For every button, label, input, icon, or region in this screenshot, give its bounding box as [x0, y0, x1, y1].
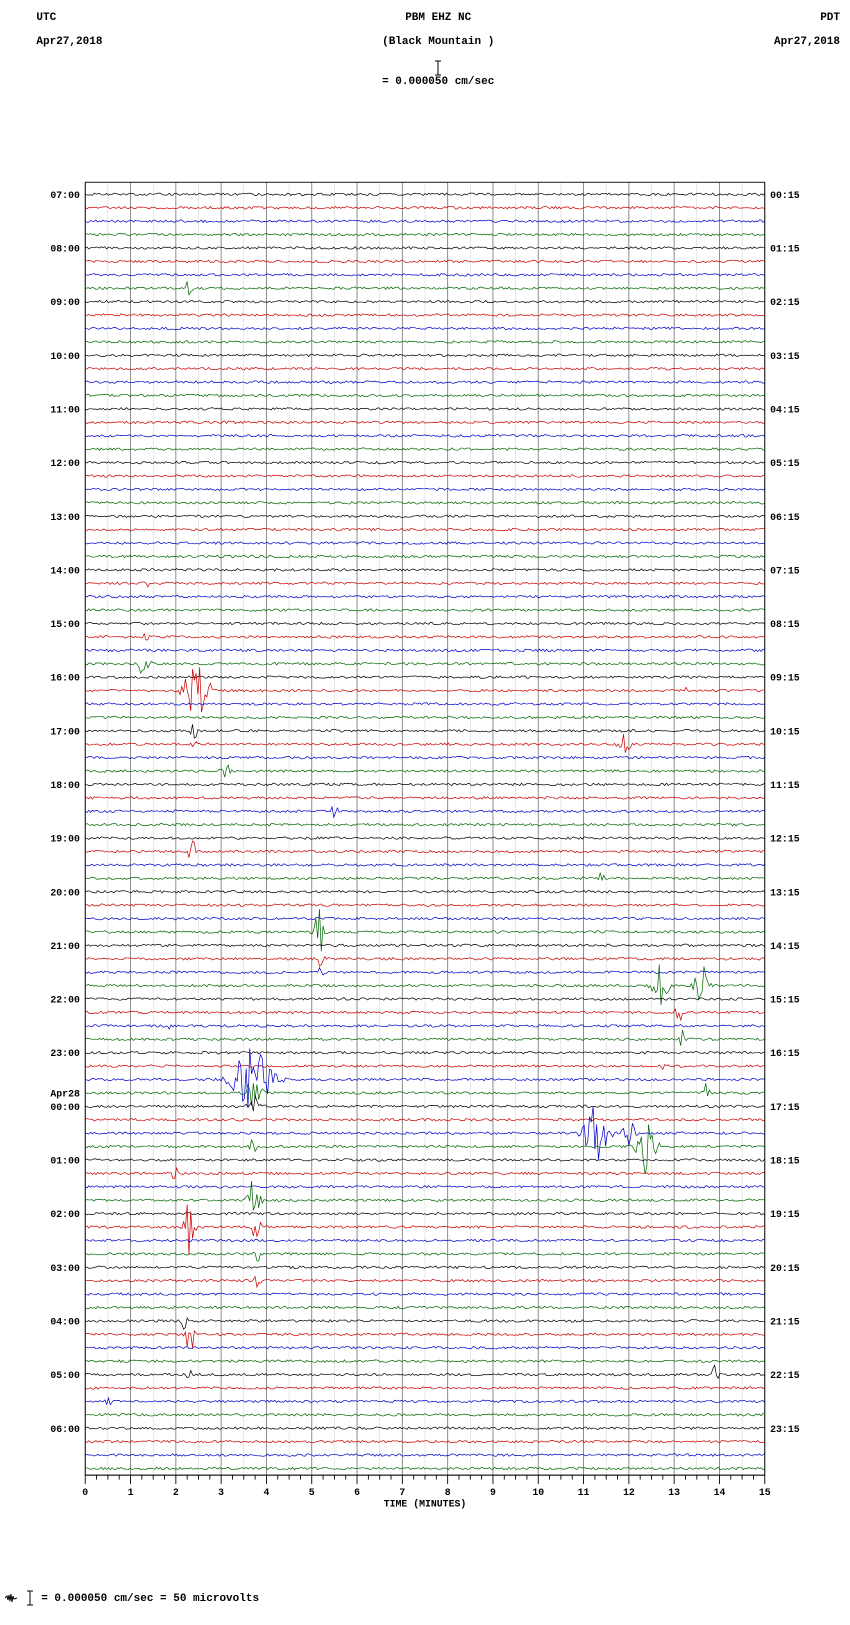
- svg-text:18:15: 18:15: [770, 1156, 800, 1167]
- svg-text:05:00: 05:00: [50, 1370, 80, 1381]
- svg-text:07:00: 07:00: [50, 190, 80, 201]
- left-date: Apr27,2018: [36, 36, 102, 48]
- svg-text:00:15: 00:15: [770, 190, 800, 201]
- svg-text:12:15: 12:15: [770, 834, 800, 845]
- svg-text:23:15: 23:15: [770, 1424, 800, 1435]
- footer-bar-icon: [25, 1590, 35, 1606]
- svg-text:17:15: 17:15: [770, 1102, 800, 1113]
- svg-text:21:00: 21:00: [50, 941, 80, 952]
- svg-text:04:00: 04:00: [50, 1316, 80, 1327]
- svg-text:7: 7: [399, 1487, 405, 1498]
- svg-text:00:00: 00:00: [50, 1102, 80, 1113]
- svg-text:16:00: 16:00: [50, 673, 80, 684]
- svg-text:TIME (MINUTES): TIME (MINUTES): [384, 1498, 467, 1509]
- svg-text:21:15: 21:15: [770, 1316, 800, 1327]
- svg-text:15:15: 15:15: [770, 995, 800, 1006]
- svg-text:13: 13: [668, 1487, 680, 1498]
- svg-text:19:00: 19:00: [50, 834, 80, 845]
- station-code: PBM EHZ NC: [405, 12, 471, 24]
- svg-text:06:15: 06:15: [770, 512, 800, 523]
- svg-text:18:00: 18:00: [50, 780, 80, 791]
- svg-text:04:15: 04:15: [770, 404, 800, 415]
- svg-text:09:00: 09:00: [50, 297, 80, 308]
- left-tz-block: UTC Apr27,2018: [10, 0, 102, 60]
- svg-text:16:15: 16:15: [770, 1048, 800, 1059]
- svg-text:11: 11: [578, 1487, 590, 1498]
- svg-text:15: 15: [759, 1487, 771, 1498]
- right-date: Apr27,2018: [774, 36, 840, 48]
- svg-text:06:00: 06:00: [50, 1424, 80, 1435]
- svg-text:10:15: 10:15: [770, 726, 800, 737]
- svg-text:03:15: 03:15: [770, 351, 800, 362]
- svg-text:14:00: 14:00: [50, 565, 80, 576]
- svg-text:14:15: 14:15: [770, 941, 800, 952]
- svg-text:11:15: 11:15: [770, 780, 800, 791]
- svg-text:3: 3: [218, 1487, 224, 1498]
- svg-text:5: 5: [309, 1487, 315, 1498]
- svg-text:08:15: 08:15: [770, 619, 800, 630]
- svg-text:13:15: 13:15: [770, 887, 800, 898]
- svg-text:15:00: 15:00: [50, 619, 80, 630]
- svg-text:9: 9: [490, 1487, 496, 1498]
- svg-text:20:00: 20:00: [50, 887, 80, 898]
- svg-text:20:15: 20:15: [770, 1263, 800, 1274]
- svg-text:22:15: 22:15: [770, 1370, 800, 1381]
- svg-text:02:15: 02:15: [770, 297, 800, 308]
- svg-text:23:00: 23:00: [50, 1048, 80, 1059]
- svg-text:07:15: 07:15: [770, 565, 800, 576]
- svg-text:6: 6: [354, 1487, 360, 1498]
- svg-text:10:00: 10:00: [50, 351, 80, 362]
- svg-text:01:00: 01:00: [50, 1156, 80, 1167]
- left-tz: UTC: [36, 12, 56, 24]
- scale-label: = 0.000050 cm/sec: [382, 76, 494, 88]
- svg-text:22:00: 22:00: [50, 995, 80, 1006]
- svg-text:17:00: 17:00: [50, 726, 80, 737]
- helicorder-plot: 07:00 08:00 09:00 10:00 11:00 12:00 13:00 14:00…: [45, 104, 805, 1582]
- svg-text:12: 12: [623, 1487, 635, 1498]
- svg-text:0: 0: [82, 1487, 88, 1498]
- right-tz: PDT: [820, 12, 840, 24]
- svg-text:08:00: 08:00: [50, 244, 80, 255]
- helicorder-svg: 07:00 08:00 09:00 10:00 11:00 12:00 13:00 14:00…: [45, 104, 805, 1582]
- svg-text:4: 4: [263, 1487, 269, 1498]
- svg-text:14: 14: [714, 1487, 726, 1498]
- svg-text:12:00: 12:00: [50, 458, 80, 469]
- scale-bar-icon: [433, 60, 443, 76]
- right-tz-block: PDT Apr27,2018: [748, 0, 840, 60]
- svg-text:1: 1: [128, 1487, 134, 1498]
- svg-text:11:00: 11:00: [50, 404, 80, 415]
- svg-text:19:15: 19:15: [770, 1209, 800, 1220]
- svg-text:10: 10: [532, 1487, 544, 1498]
- svg-text:03:00: 03:00: [50, 1263, 80, 1274]
- footer-text: = 0.000050 cm/sec = 50 microvolts: [41, 1593, 259, 1605]
- station-location: (Black Mountain ): [382, 36, 494, 48]
- svg-text:13:00: 13:00: [50, 512, 80, 523]
- svg-text:8: 8: [445, 1487, 451, 1498]
- svg-text:05:15: 05:15: [770, 458, 800, 469]
- svg-text:02:00: 02:00: [50, 1209, 80, 1220]
- footer-scale-icon: [4, 1591, 18, 1605]
- svg-text:Apr28: Apr28: [50, 1088, 80, 1099]
- svg-text:09:15: 09:15: [770, 673, 800, 684]
- svg-text:01:15: 01:15: [770, 244, 800, 255]
- header-center: PBM EHZ NC (Black Mountain ) = 0.000050 …: [356, 0, 495, 100]
- svg-text:2: 2: [173, 1487, 179, 1498]
